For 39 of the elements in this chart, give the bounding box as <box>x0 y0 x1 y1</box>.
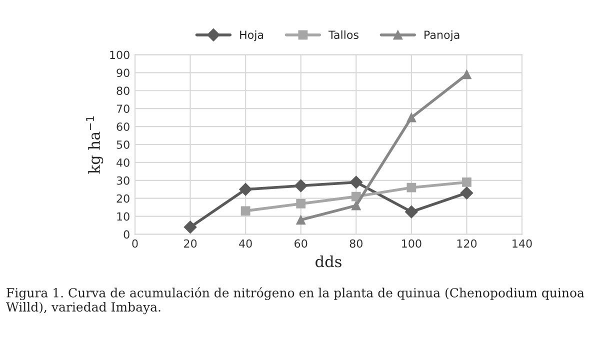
point <box>406 182 416 192</box>
point <box>350 176 363 189</box>
y-tick-label: 60 <box>116 122 130 131</box>
point <box>462 70 472 80</box>
x-axis-title: dds <box>316 255 342 268</box>
y-tick-label: 70 <box>116 104 130 113</box>
x-tick-label: 140 <box>512 239 532 248</box>
legend-label: Panoja <box>424 30 460 42</box>
x-tick-label: 40 <box>239 239 252 248</box>
x-tick-label: 60 <box>294 239 308 248</box>
y-tick-label: 40 <box>116 158 130 167</box>
point <box>406 112 416 122</box>
x-tick-label: 0 <box>132 239 138 248</box>
text: Figura 1. Curva de acumulación de nitrógeno en la planta de quinua (Chenopodium quinoa Willd), variedad Imbaya. <box>6 287 584 314</box>
y-tick-label: 50 <box>116 140 130 149</box>
x-tick-label: 80 <box>350 239 362 248</box>
y-axis-title: kg ha$^{−1}$ <box>86 116 104 174</box>
point <box>296 215 306 225</box>
point <box>351 200 361 210</box>
point <box>184 220 197 234</box>
y-tick-label: 30 <box>116 176 130 185</box>
x-tick-label: 100 <box>402 239 422 248</box>
y-tick-label: 100 <box>110 50 130 60</box>
y-tick-label: 10 <box>117 212 130 221</box>
point <box>294 179 308 192</box>
point <box>405 205 418 218</box>
x-tick-label: 20 <box>184 239 197 248</box>
point <box>296 199 306 208</box>
point <box>239 182 252 196</box>
y-tick-label: 0 <box>124 230 130 239</box>
y-tick-label: 90 <box>116 68 130 78</box>
legend-label: Hoja <box>240 30 264 42</box>
legend-label: Tallos <box>328 30 358 39</box>
point <box>462 178 472 187</box>
y-tick-label: 80 <box>116 86 130 96</box>
point <box>240 206 250 216</box>
y-tick-label: 20 <box>116 194 130 203</box>
x-tick-label: 120 <box>457 239 477 248</box>
point <box>460 186 474 200</box>
